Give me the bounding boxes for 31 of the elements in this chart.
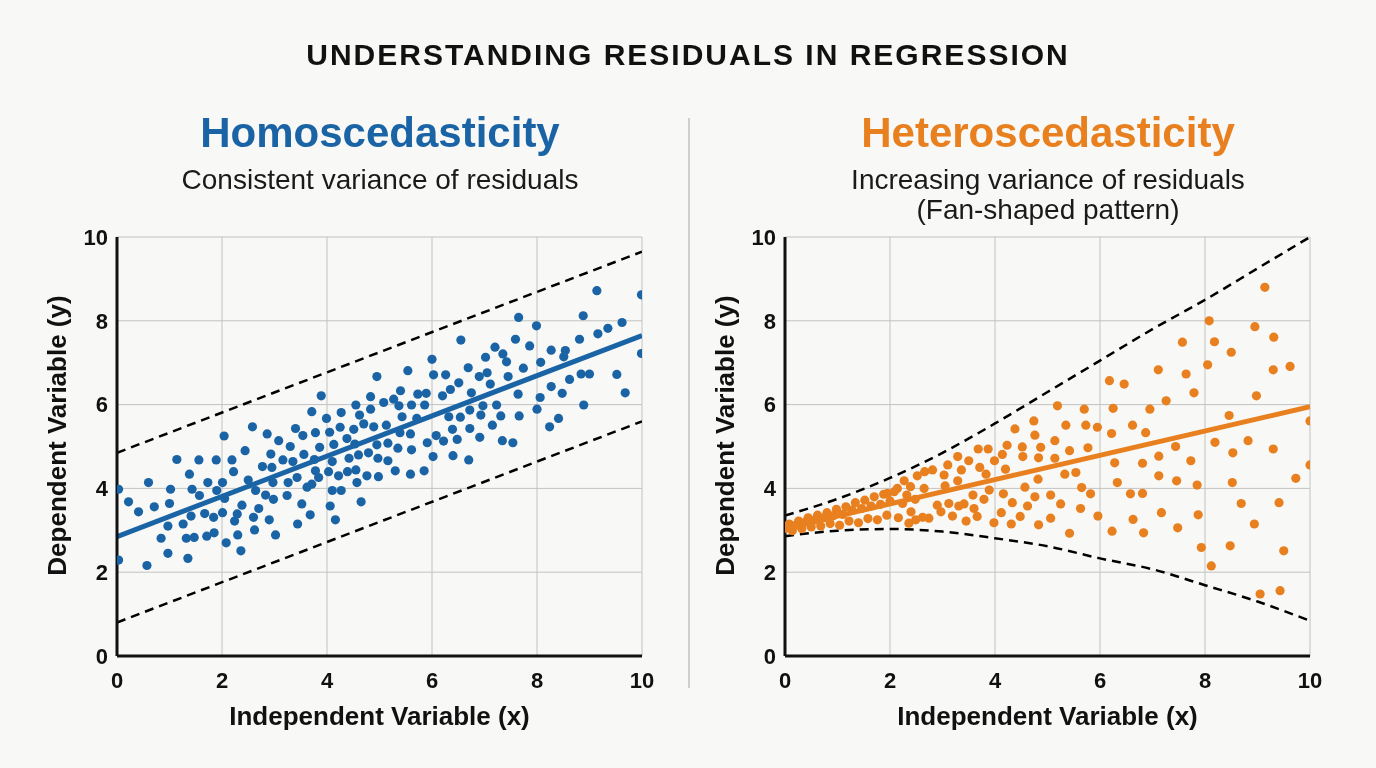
y-tick-label: 6 — [763, 392, 776, 418]
x-axis-title: Independent Variable (x) — [229, 701, 530, 731]
y-tick-label: 4 — [95, 476, 109, 502]
y-tick-label: 2 — [95, 560, 108, 586]
y-tick-label: 2 — [763, 560, 776, 586]
y-tick-label: 8 — [763, 308, 776, 334]
y-tick-label: 10 — [751, 224, 776, 250]
y-tick-label: 6 — [95, 392, 108, 418]
x-tick-label: 8 — [1198, 667, 1212, 693]
x-tick-label: 2 — [883, 667, 897, 693]
x-tick-label: 10 — [629, 667, 655, 693]
y-tick-label: 0 — [763, 643, 776, 669]
x-tick-label: 10 — [1297, 667, 1323, 693]
x-tick-label: 2 — [215, 667, 229, 693]
x-tick-label: 4 — [988, 667, 1002, 693]
y-tick-label: 4 — [763, 476, 777, 502]
x-axis-title: Independent Variable (x) — [897, 701, 1198, 731]
chart-title: Homoscedasticity — [199, 109, 561, 157]
chart-subtitle: Increasing variance of residuals (Fan-shaped pattern) — [850, 164, 1246, 225]
y-tick-label: 0 — [95, 643, 108, 669]
y-axis-title: Dependent Variable (y) — [42, 295, 72, 576]
chart-subtitle: Consistent variance of residuals — [180, 164, 580, 195]
text: UNDERSTANDING RESIDUALS IN REGRESSION — [306, 38, 1070, 71]
x-tick-label: 4 — [320, 667, 334, 693]
x-tick-label: 6 — [425, 667, 439, 693]
chart-title: Heteroscedasticity — [860, 109, 1236, 157]
y-tick-label: 10 — [83, 224, 108, 250]
y-axis-title: Dependent Variable (y) — [710, 295, 740, 576]
x-tick-label: 6 — [1093, 667, 1107, 693]
y-tick-label: 8 — [95, 308, 108, 334]
x-tick-label: 8 — [530, 667, 544, 693]
